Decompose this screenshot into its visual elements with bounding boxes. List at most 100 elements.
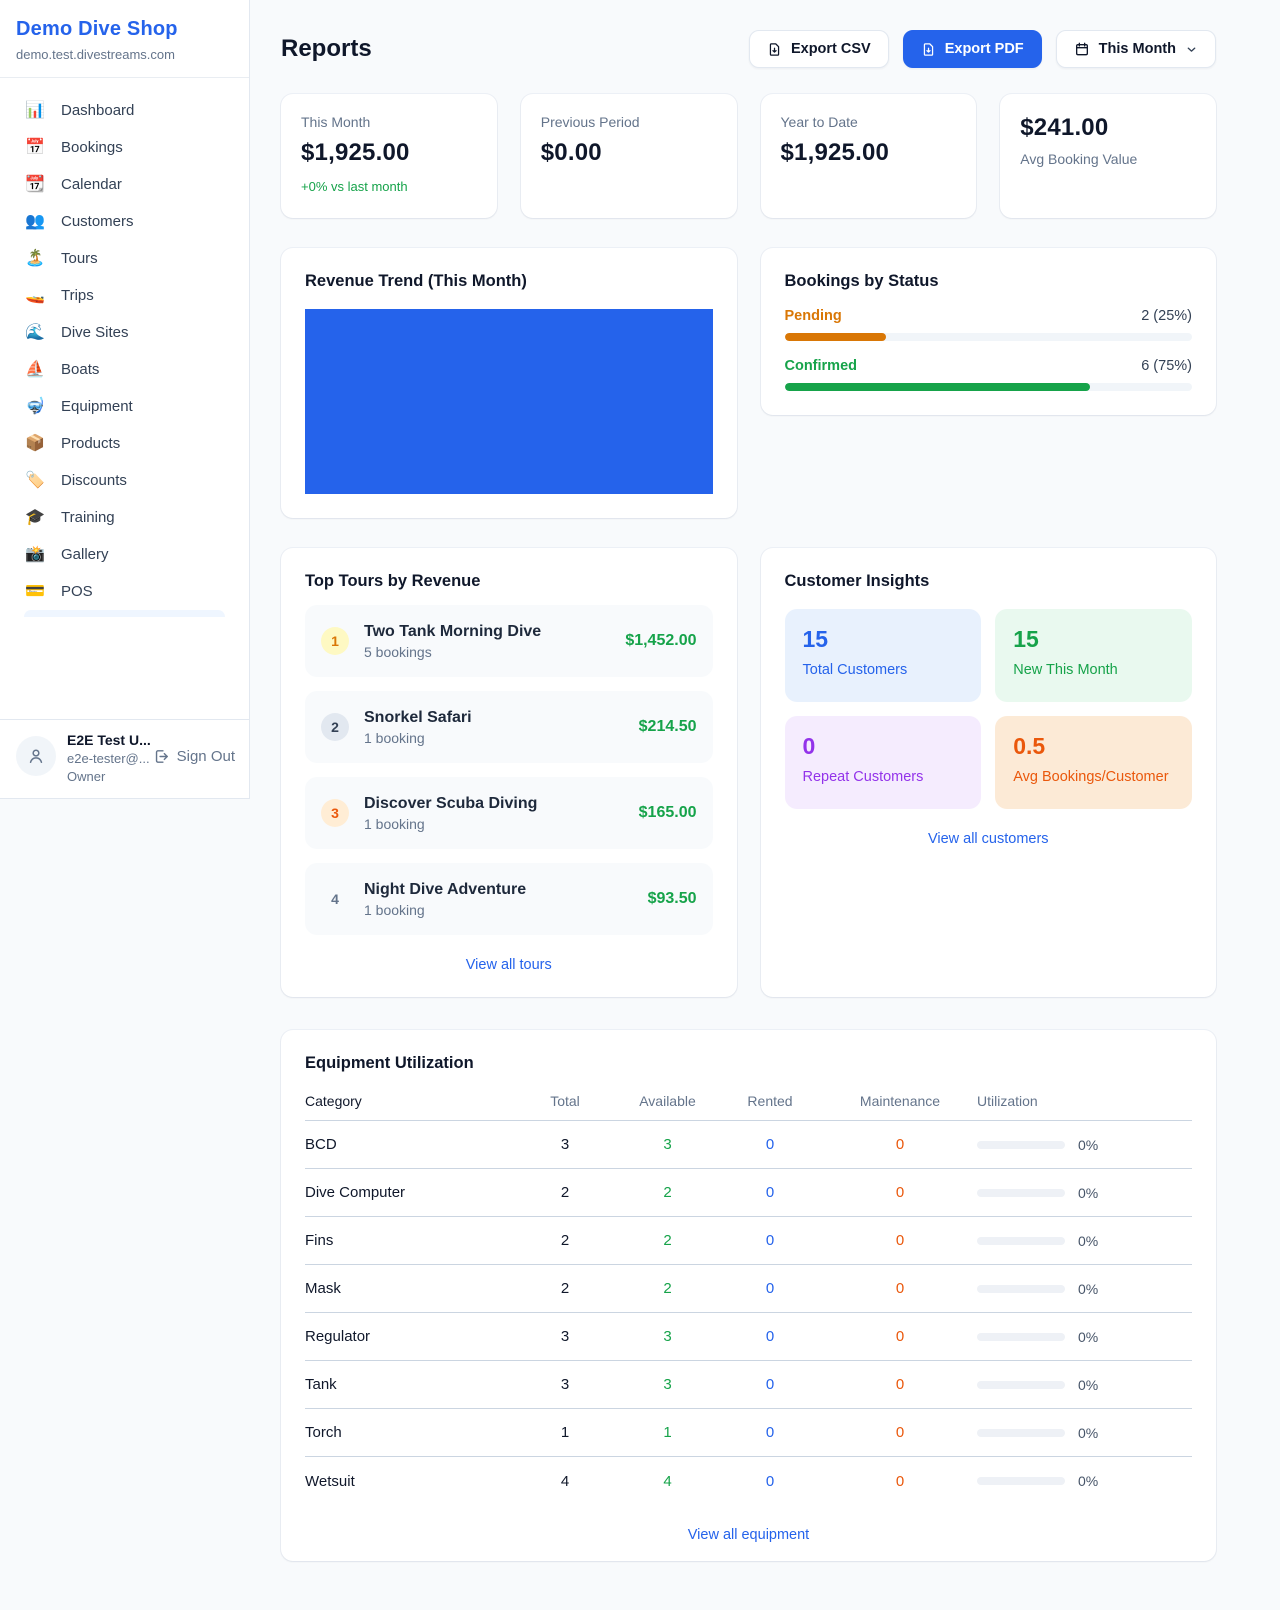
- table-row: BCD 3 3 0 0 0%: [305, 1121, 1192, 1169]
- equipment-category: Fins: [305, 1232, 334, 1249]
- stat-delta: +0% vs last month: [301, 179, 408, 194]
- island-icon: 🏝️: [25, 249, 45, 267]
- sidebar-item-customers[interactable]: 👥 Customers: [12, 203, 237, 240]
- equipment-maintenance: 0: [895, 1424, 905, 1441]
- equipment-category: Torch: [305, 1424, 342, 1441]
- tag-icon: 🏷️: [25, 471, 45, 489]
- insight-tile-new-this-month: 15 New This Month: [995, 609, 1192, 702]
- sidebar-item-dive-sites[interactable]: 🌊 Dive Sites: [12, 314, 237, 351]
- equipment-rented: 0: [765, 1280, 775, 1297]
- status-value: 6 (75%): [1141, 358, 1192, 374]
- rank-badge: 2: [321, 713, 349, 741]
- wave-icon: 🌊: [25, 323, 45, 341]
- export-pdf-button[interactable]: Export PDF: [902, 30, 1042, 68]
- equipment-total: 2: [560, 1232, 570, 1249]
- equipment-utilization-card: Equipment Utilization Category Total Ava…: [281, 1030, 1216, 1561]
- equipment-available: 3: [663, 1376, 672, 1393]
- credit-card-icon: 💳: [25, 582, 45, 600]
- equipment-total: 2: [560, 1184, 570, 1201]
- sidebar-item-boats[interactable]: ⛵ Boats: [12, 351, 237, 388]
- table-row: Wetsuit 4 4 0 0 0%: [305, 1457, 1192, 1505]
- equipment-available: 2: [663, 1184, 672, 1201]
- equipment-category: Tank: [305, 1376, 337, 1393]
- utilization-bar: [977, 1428, 1065, 1437]
- utilization-bar: [977, 1188, 1065, 1197]
- insight-label: Total Customers: [802, 662, 908, 678]
- sidebar-item-equipment[interactable]: 🤿 Equipment: [12, 388, 237, 425]
- utilization-bar: [977, 1380, 1065, 1389]
- view-all-customers-link[interactable]: View all customers: [927, 831, 1049, 847]
- sidebar-item-bookings[interactable]: 📅 Bookings: [12, 129, 237, 166]
- equipment-available: 4: [663, 1472, 672, 1490]
- user-email: e2e-tester@...: [67, 751, 150, 766]
- table-row: Dive Computer 2 2 0 0 0%: [305, 1169, 1192, 1217]
- utilization-percent: 0%: [1078, 1376, 1099, 1393]
- people-icon: 👥: [25, 212, 45, 230]
- table-row: Fins 2 2 0 0 0%: [305, 1217, 1192, 1265]
- sidebar-item-dashboard[interactable]: 📊 Dashboard: [12, 92, 237, 129]
- main-content: Reports Export CSV Export PDF: [250, 0, 1280, 1605]
- equipment-maintenance: 0: [895, 1136, 905, 1153]
- sidebar-item-gallery[interactable]: 📸 Gallery: [12, 536, 237, 573]
- table-row: Tank 3 3 0 0 0%: [305, 1361, 1192, 1409]
- sign-out-button[interactable]: Sign Out: [153, 748, 235, 765]
- tour-name: Two Tank Morning Dive: [364, 622, 542, 640]
- sidebar-item-label: Dive Sites: [61, 324, 129, 341]
- sidebar-item-label: Calendar: [61, 176, 122, 193]
- sidebar-item-calendar[interactable]: 📆 Calendar: [12, 166, 237, 203]
- export-pdf-label: Export PDF: [944, 41, 1024, 57]
- sidebar-active-item-partial[interactable]: [24, 610, 225, 617]
- tour-name: Night Dive Adventure: [364, 880, 527, 898]
- utilization-percent: 0%: [1078, 1473, 1099, 1489]
- sidebar-item-label: Products: [61, 435, 121, 452]
- equipment-total: 2: [560, 1280, 570, 1297]
- stat-card-avg-booking-value: $241.00 Avg Booking Value: [1000, 94, 1216, 218]
- sidebar-item-label: POS: [61, 583, 93, 600]
- stat-card-year-to-date: Year to Date $1,925.00: [760, 94, 977, 218]
- stat-label: Previous Period: [540, 114, 640, 130]
- equipment-total: 1: [560, 1424, 570, 1441]
- tour-row: 4 Night Dive Adventure 1 booking $93.50: [305, 863, 713, 935]
- insight-label: New This Month: [1013, 662, 1118, 678]
- customer-insights-title: Customer Insights: [784, 572, 930, 590]
- export-csv-button[interactable]: Export CSV: [748, 30, 889, 68]
- sidebar-item-pos[interactable]: 💳 POS: [12, 573, 237, 610]
- equipment-rented: 0: [765, 1136, 775, 1153]
- sidebar-item-training[interactable]: 🎓 Training: [12, 499, 237, 536]
- sidebar-item-products[interactable]: 📦 Products: [12, 425, 237, 462]
- stat-card-previous-period: Previous Period $0.00: [520, 94, 737, 218]
- equipment-rented: 0: [765, 1424, 775, 1441]
- utilization-bar: [977, 1284, 1065, 1293]
- sign-out-label: Sign Out: [176, 748, 235, 765]
- stat-value: $0.00: [540, 139, 602, 166]
- chevron-down-icon: [1187, 46, 1196, 52]
- utilization-percent: 0%: [1078, 1184, 1099, 1201]
- view-all-equipment-link[interactable]: View all equipment: [687, 1527, 810, 1543]
- period-select[interactable]: This Month: [1055, 30, 1216, 68]
- equipment-rented: 0: [765, 1472, 775, 1490]
- tour-row: 2 Snorkel Safari 1 booking $214.50: [305, 691, 713, 763]
- revenue-trend-chart: [305, 309, 713, 494]
- file-download-icon: [769, 42, 780, 56]
- bar-chart-icon: 📊: [25, 101, 45, 119]
- equipment-total: 3: [560, 1328, 570, 1345]
- stat-label: Avg Booking Value: [1020, 151, 1138, 167]
- stat-value: $1,925.00: [301, 139, 410, 166]
- utilization-percent: 0%: [1078, 1136, 1099, 1153]
- sidebar-item-label: Tours: [61, 250, 98, 267]
- equipment-available: 2: [663, 1280, 672, 1297]
- stat-value: $241.00: [1020, 114, 1109, 141]
- view-all-tours-link[interactable]: View all tours: [465, 957, 552, 973]
- sidebar-item-tours[interactable]: 🏝️ Tours: [12, 240, 237, 277]
- sidebar-item-discounts[interactable]: 🏷️ Discounts: [12, 462, 237, 499]
- utilization-bar: [977, 1332, 1065, 1341]
- sidebar-item-trips[interactable]: 🚤 Trips: [12, 277, 237, 314]
- sidebar-item-label: Dashboard: [61, 102, 135, 119]
- tour-bookings: 1 booking: [364, 815, 425, 832]
- column-header: Total: [550, 1092, 580, 1109]
- utilization-percent: 0%: [1078, 1424, 1099, 1441]
- brand-name[interactable]: Demo Dive Shop: [16, 18, 178, 40]
- period-label: This Month: [1098, 41, 1176, 57]
- sidebar-item-label: Discounts: [61, 472, 127, 489]
- equipment-maintenance: 0: [895, 1232, 905, 1249]
